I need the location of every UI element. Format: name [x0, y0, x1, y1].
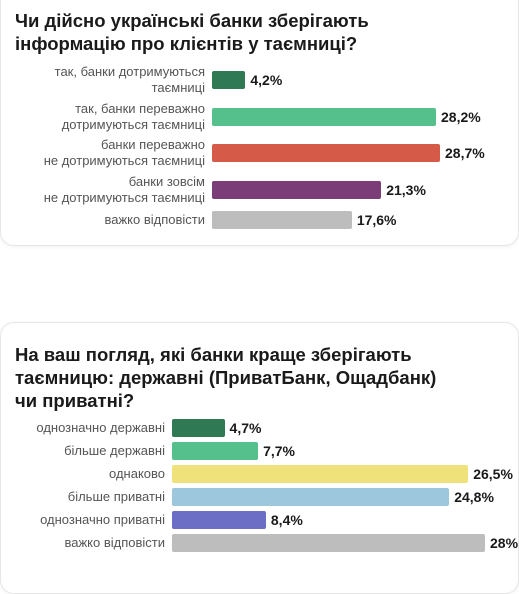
bar [172, 419, 225, 437]
bar [212, 108, 437, 126]
bar [172, 534, 485, 552]
category-label: важко відповісти [104, 212, 205, 227]
bar [172, 488, 450, 506]
category-label: більше приватні [67, 489, 165, 504]
category-label: однаково [109, 466, 165, 481]
bar [212, 211, 352, 229]
bar [172, 511, 266, 529]
bar [172, 442, 259, 460]
category-label: так, банки дотримуються таємниці [54, 64, 205, 95]
value-label: 4,7% [229, 420, 262, 436]
value-label: 7,7% [263, 443, 295, 459]
category-label: однозначно державні [36, 420, 165, 435]
category-label: так, банки переважно дотримуються таємни… [61, 101, 205, 132]
category-label: важко відповісти [64, 535, 165, 550]
category-label: банки зовсім не дотримуються таємниці [43, 174, 205, 205]
value-label: 17,6% [356, 212, 397, 228]
value-label: 24,8% [454, 489, 494, 505]
value-label: 8,4% [270, 512, 303, 528]
value-label: 4,2% [250, 72, 283, 88]
bar [212, 181, 382, 199]
value-label: 26,5% [473, 466, 513, 482]
value-label: 28,7% [445, 145, 485, 161]
bar [212, 144, 440, 162]
value-label: 28% [490, 535, 519, 551]
bar [172, 465, 469, 483]
category-label: більше державні [64, 443, 165, 458]
category-label: однозначно приватні [40, 512, 165, 527]
bar [212, 71, 246, 89]
value-label: 21,3% [386, 182, 426, 198]
chart-title: На ваш погляд, які банки краще зберігают… [15, 344, 437, 411]
category-label: банки переважно не дотримуються таємниці [43, 137, 205, 168]
chart-title: Чи дійсно українські банки зберігають ін… [15, 10, 369, 54]
value-label: 28,2% [441, 109, 481, 125]
